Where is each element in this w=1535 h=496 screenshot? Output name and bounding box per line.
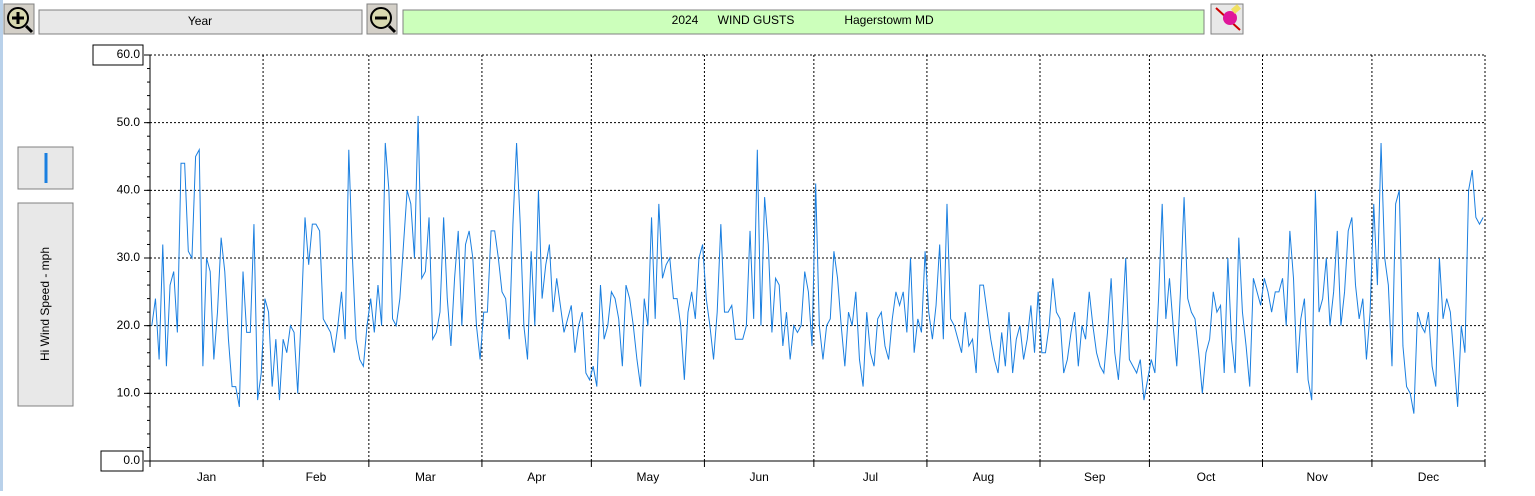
station-name: Hagerstowm MD [844, 13, 934, 27]
x-tick-label: Apr [527, 470, 546, 484]
x-tick-label: Aug [973, 470, 994, 484]
x-tick-label: Oct [1197, 470, 1216, 484]
y-tick-label: 10.0 [117, 386, 141, 400]
data-line [151, 115, 1484, 414]
title-bar [402, 9, 1205, 35]
window-edge [0, 0, 3, 491]
range-button[interactable]: Year [38, 9, 363, 35]
zoom-in-button[interactable] [3, 3, 35, 35]
x-tick-label: Sep [1084, 470, 1106, 484]
x-tick-label: Feb [306, 470, 327, 484]
y-tick-box [100, 450, 144, 472]
x-tick-label: Mar [415, 470, 436, 484]
x-tick-label: Jan [197, 470, 216, 484]
x-tick-label: Dec [1418, 470, 1439, 484]
y-tick-label: 50.0 [117, 115, 141, 129]
range-label: Year [188, 14, 212, 28]
y-axis-button[interactable]: Hi Wind Speed - mph [17, 202, 74, 407]
chart-title: WIND GUSTS [718, 13, 795, 27]
y-tick-label: 20.0 [117, 318, 141, 332]
x-tick-label: Jul [863, 470, 878, 484]
options-button[interactable] [1210, 3, 1244, 35]
y-tick-label: 30.0 [117, 250, 141, 264]
axis-toggle-button[interactable] [17, 146, 74, 190]
x-tick-label: May [637, 470, 660, 484]
y-tick-label: 40.0 [117, 183, 141, 197]
zoom-out-button[interactable] [366, 3, 398, 35]
y-tick-box [92, 44, 144, 66]
x-tick-label: Jun [749, 470, 768, 484]
x-tick-label: Nov [1307, 470, 1328, 484]
y-axis-label: Hi Wind Speed - mph [38, 247, 52, 361]
y-tick-label: 0.0 [123, 453, 140, 467]
y-tick-label: 60.0 [117, 47, 141, 61]
title-year: 2024 [672, 13, 699, 27]
